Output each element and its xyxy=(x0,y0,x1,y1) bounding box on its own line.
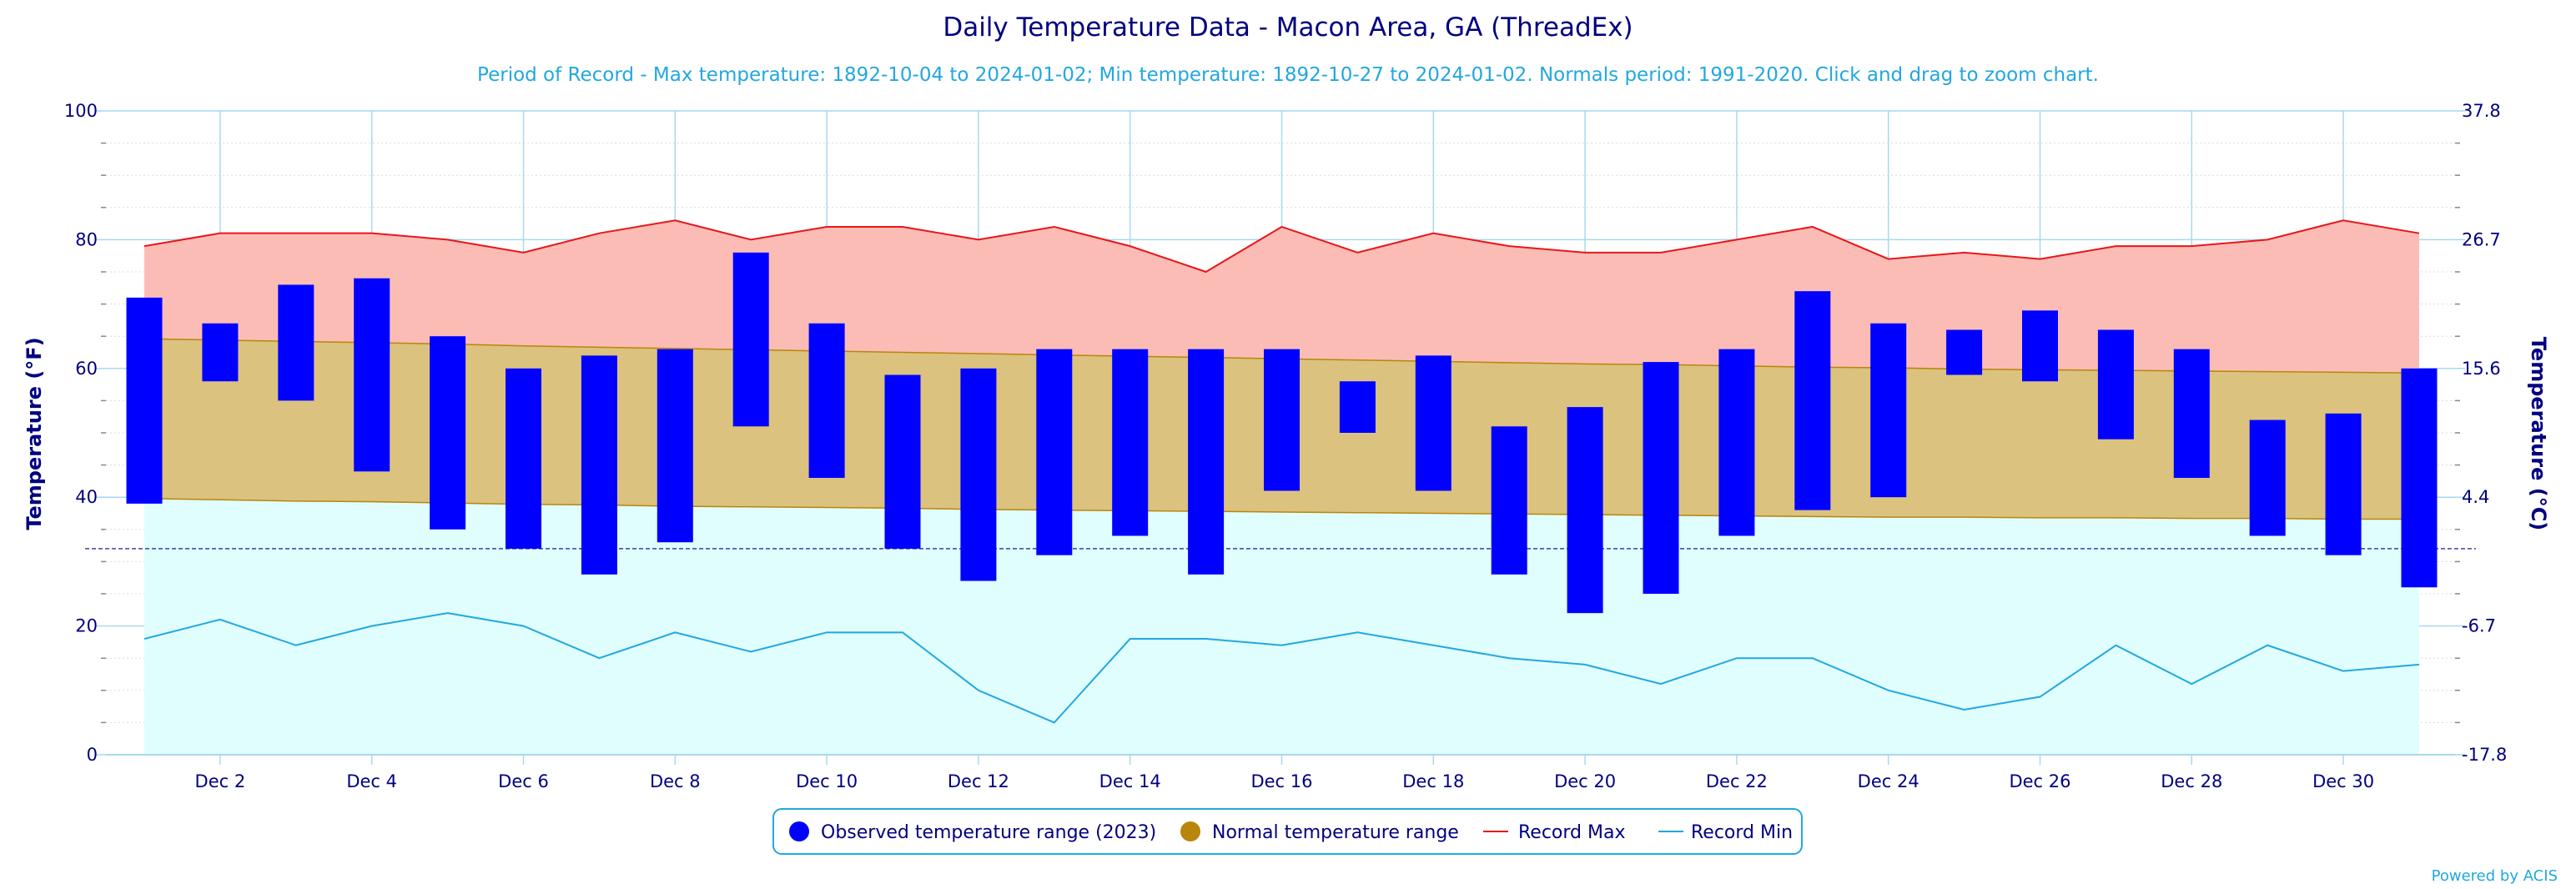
observed-bar xyxy=(1567,407,1603,614)
observed-bar xyxy=(2097,329,2134,439)
x-tick-label: Dec 20 xyxy=(1554,771,1616,791)
observed-bar xyxy=(1946,329,1983,375)
observed-bar xyxy=(1112,349,1149,536)
record-max-line xyxy=(143,219,2420,274)
shaded-areas xyxy=(85,220,2476,755)
observed-bar xyxy=(2022,310,2058,382)
legend-observed-label[interactable]: Observed temperature range (2023) xyxy=(821,822,1156,843)
x-tick-label: Dec 4 xyxy=(346,771,397,791)
observed-bar xyxy=(1718,349,1755,536)
credit-link[interactable]: Powered by ACIS xyxy=(2432,867,2558,885)
observed-bar xyxy=(657,349,693,543)
observed-bar xyxy=(1794,291,1831,510)
x-tick-label: Dec 12 xyxy=(948,771,1009,791)
y-left-tick-label: 60 xyxy=(75,359,98,379)
x-tick-label: Dec 28 xyxy=(2161,771,2222,791)
observed-bar xyxy=(1643,362,1679,594)
observed-bar xyxy=(354,278,390,472)
x-tick-label: Dec 10 xyxy=(796,771,858,791)
observed-bar xyxy=(1264,349,1300,491)
observed-bar xyxy=(278,284,314,401)
record-lines xyxy=(143,219,2420,724)
legend-observed-marker xyxy=(789,821,809,841)
x-tick-label: Dec 6 xyxy=(498,771,549,791)
y-right-tick-label: 26.7 xyxy=(2462,229,2501,249)
y-left-tick-label: 100 xyxy=(64,101,98,121)
observed-bar xyxy=(1339,381,1376,433)
observed-bar xyxy=(2401,368,2438,588)
y-right-tick-label: -17.8 xyxy=(2462,745,2507,765)
above-normal-area xyxy=(144,220,2419,374)
x-tick-label: Dec 8 xyxy=(650,771,701,791)
legend-record-max-label[interactable]: Record Max xyxy=(1518,822,1626,843)
observed-bar xyxy=(732,252,769,427)
x-tick-label: Dec 14 xyxy=(1099,771,1161,791)
observed-bar xyxy=(1491,426,1527,575)
x-tick-label: Dec 2 xyxy=(195,771,246,791)
y-left-tick-label: 80 xyxy=(75,229,98,249)
x-tick-label: Dec 30 xyxy=(2312,771,2374,791)
chart-title: Daily Temperature Data - Macon Area, GA … xyxy=(943,13,1633,43)
observed-bar xyxy=(126,297,163,504)
y-left-tick-label: 0 xyxy=(87,745,98,765)
observed-bar xyxy=(1870,323,1907,498)
observed-bar xyxy=(1415,355,1452,491)
x-tick-label: Dec 22 xyxy=(1706,771,1768,791)
y-left-tick-label: 20 xyxy=(75,616,98,636)
x-tick-label: Dec 18 xyxy=(1402,771,1464,791)
observed-bar xyxy=(960,368,997,581)
x-tick-label: Dec 24 xyxy=(1858,771,1919,791)
observed-bar xyxy=(2325,413,2362,555)
observed-bar xyxy=(1036,349,1073,555)
legend-box xyxy=(772,808,1803,855)
below-normal-area xyxy=(144,498,2419,755)
x-tick-label: Dec 16 xyxy=(1250,771,1312,791)
legend-normal-marker xyxy=(1180,821,1200,841)
chart-subtitle: Period of Record - Max temperature: 1892… xyxy=(477,64,2099,86)
observed-bar xyxy=(430,336,466,530)
observed-bar xyxy=(808,323,845,479)
legend-normal-label[interactable]: Normal temperature range xyxy=(1212,822,1459,843)
record-min-line xyxy=(143,612,2420,724)
y-left-tick-label: 40 xyxy=(75,487,98,507)
y-right-tick-label: 4.4 xyxy=(2462,487,2489,507)
observed-bar xyxy=(2249,419,2286,536)
observed-bar xyxy=(581,355,617,575)
observed-bar xyxy=(202,323,239,382)
y-right-tick-label: 15.6 xyxy=(2462,359,2501,379)
y-axis-left-title: Temperature (°F) xyxy=(23,337,46,530)
x-tick-label: Dec 26 xyxy=(2009,771,2070,791)
observed-bar xyxy=(1188,349,1225,575)
observed-bar xyxy=(506,368,541,549)
y-right-tick-label: -6.7 xyxy=(2462,616,2496,636)
axes: 0 -17.8 20 -6.7 40 4.4 60 15.6 80 26.7 100 37.8 Dec … xyxy=(64,101,2507,791)
observed-bar xyxy=(884,374,921,549)
legend[interactable]: Observed temperature range (2023) Normal… xyxy=(772,808,1803,855)
observed-bars xyxy=(126,252,2438,614)
observed-bar xyxy=(2173,349,2210,479)
legend-record-min-label[interactable]: Record Min xyxy=(1691,822,1793,843)
y-right-tick-label: 37.8 xyxy=(2462,101,2501,121)
y-axis-right-title: Temperature (°C) xyxy=(2527,337,2550,531)
